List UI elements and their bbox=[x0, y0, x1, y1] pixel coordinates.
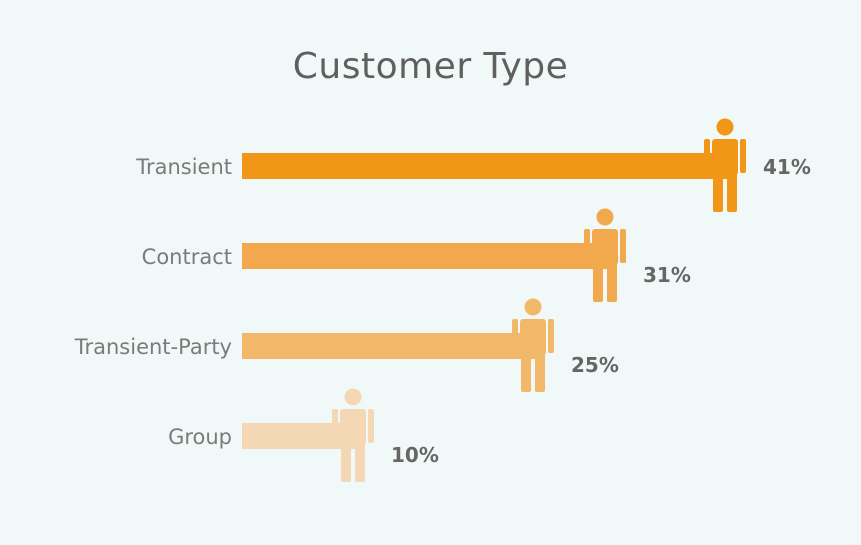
category-label: Group bbox=[168, 425, 232, 449]
bar-transient-party bbox=[242, 333, 542, 359]
bar-contract bbox=[242, 243, 614, 269]
category-label: Contract bbox=[142, 245, 232, 269]
bar-transient bbox=[242, 153, 734, 179]
value-label: 31% bbox=[643, 263, 691, 287]
value-label: 41% bbox=[763, 155, 811, 179]
person-icon bbox=[332, 388, 374, 482]
person-icon bbox=[584, 208, 626, 302]
value-label: 25% bbox=[571, 353, 619, 377]
person-icon bbox=[704, 118, 746, 212]
category-label: Transient-Party bbox=[74, 335, 232, 359]
person-icon bbox=[512, 298, 554, 392]
value-label: 10% bbox=[391, 443, 439, 467]
category-label: Transient bbox=[135, 155, 232, 179]
chart-title: Customer Type bbox=[292, 46, 569, 87]
